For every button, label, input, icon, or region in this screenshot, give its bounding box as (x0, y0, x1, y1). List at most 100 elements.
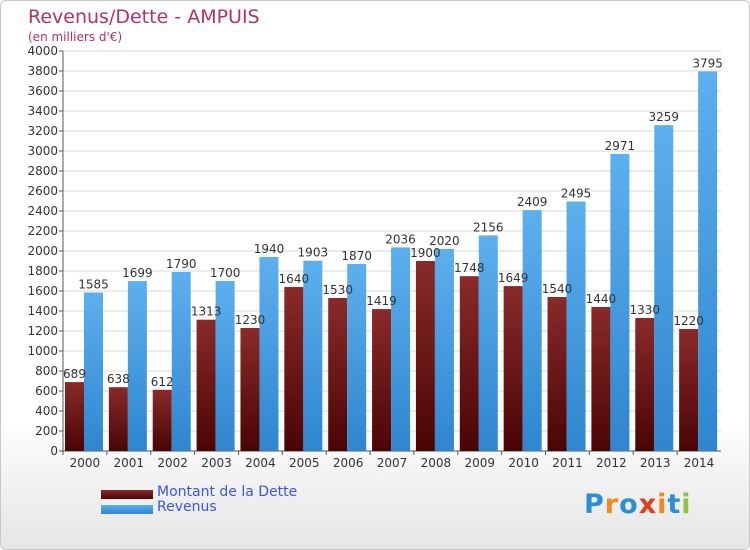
data-label-revenus: 2971 (605, 139, 636, 153)
data-labels: 689 1585 638 1699 612 1790 1313 1700 1230 1940 164… (63, 57, 723, 389)
bar-debt (415, 261, 435, 451)
logo-letter: P (584, 489, 605, 520)
y-tick-label: 2200 (27, 224, 58, 238)
x-tick-label: 2003 (201, 456, 232, 470)
data-label-debt: 1530 (322, 283, 353, 297)
y-tick-label: 3200 (27, 124, 58, 138)
data-label-revenus: 3259 (648, 110, 679, 124)
data-label-debt: 638 (107, 372, 130, 386)
bar-revenus (127, 281, 147, 451)
proxiti-logo: Proxiti (584, 489, 692, 520)
logo-letter: r (604, 489, 620, 520)
data-label-debt: 1649 (498, 271, 529, 285)
y-tick-label: 2800 (27, 164, 58, 178)
bar-revenus (478, 235, 498, 451)
y-tick-label: 800 (35, 364, 58, 378)
logo-letter: t (667, 489, 682, 520)
bar-debt (591, 307, 611, 451)
y-tick-label: 3000 (27, 144, 58, 158)
y-tick-label: 3800 (27, 64, 58, 78)
data-label-revenus: 1699 (122, 266, 153, 280)
bar-debt (152, 389, 172, 451)
data-label-revenus: 1903 (298, 246, 329, 260)
y-tick-label: 3400 (27, 104, 58, 118)
bar-revenus (434, 249, 454, 451)
axes: 0 200 400 600 800 1000 1200 1400 1600 1800 2000 220… (27, 44, 721, 470)
x-tick-label: 2012 (596, 456, 627, 470)
x-tick-label: 2004 (245, 456, 276, 470)
bar-revenus (391, 247, 411, 451)
data-label-debt: 689 (63, 367, 86, 381)
data-label-revenus: 1790 (166, 257, 197, 271)
y-tick-label: 1600 (27, 284, 58, 298)
bar-revenus (259, 257, 279, 451)
x-tick-label: 2014 (684, 456, 715, 470)
legend-swatch-revenus (101, 505, 153, 514)
data-label-debt: 1313 (191, 305, 222, 319)
x-tick-label: 2010 (508, 456, 539, 470)
bar-debt (65, 382, 84, 451)
bar-revenus (84, 292, 103, 451)
bar-revenus (566, 201, 586, 451)
bar-revenus (610, 153, 630, 451)
bar-debt (679, 329, 699, 451)
data-label-debt: 1640 (279, 272, 310, 286)
x-tick-label: 2008 (421, 456, 452, 470)
bar-revenus (303, 260, 323, 451)
y-tick-label: 1000 (27, 344, 58, 358)
y-tick-label: 2000 (27, 244, 58, 258)
data-label-debt: 1900 (410, 246, 441, 260)
bar-debt (547, 297, 567, 451)
data-label-revenus: 2409 (517, 195, 548, 209)
y-tick-label: 3600 (27, 84, 58, 98)
bar-revenus (347, 264, 367, 451)
y-tick-label: 4000 (27, 44, 58, 58)
y-tick-label: 1400 (27, 304, 58, 318)
data-label-revenus: 1585 (78, 278, 109, 292)
bar-debt (284, 287, 304, 451)
data-label-revenus: 2495 (561, 187, 592, 201)
data-label-revenus: 1940 (254, 242, 285, 256)
chart-subtitle: (en milliers d'€) (28, 30, 123, 44)
bar-revenus (522, 210, 542, 451)
x-tick-label: 2002 (157, 456, 188, 470)
bar-chart: 0 200 400 600 800 1000 1200 1400 1600 1800 2000 220… (27, 44, 723, 470)
data-label-debt: 1440 (586, 292, 617, 306)
x-tick-label: 2007 (377, 456, 408, 470)
data-label-revenus: 2020 (429, 234, 460, 248)
bar-revenus (215, 281, 235, 451)
legend-label-dette: Montant de la Dette (157, 484, 298, 500)
legend-swatch-dette (101, 490, 153, 499)
data-label-revenus: 1700 (210, 266, 241, 280)
x-tick-label: 2000 (70, 456, 101, 470)
data-label-debt: 1220 (673, 314, 704, 328)
x-tick-label: 2011 (552, 456, 583, 470)
bar-debt (328, 298, 348, 451)
data-label-revenus: 1870 (341, 249, 372, 263)
y-tick-label: 400 (35, 404, 58, 418)
data-label-debt: 1230 (235, 313, 266, 327)
bar-revenus (698, 71, 718, 451)
x-tick-label: 2005 (289, 456, 320, 470)
y-tick-label: 2400 (27, 204, 58, 218)
x-tick-label: 2001 (114, 456, 145, 470)
bar-revenus (654, 125, 674, 451)
bar-debt (196, 319, 216, 451)
data-label-debt: 1330 (629, 303, 660, 317)
bar-debt (459, 276, 479, 451)
y-tick-label: 1800 (27, 264, 58, 278)
data-label-debt: 1748 (454, 261, 485, 275)
chart-title: Revenus/Dette - AMPUIS (28, 6, 260, 28)
data-label-debt: 1540 (542, 282, 573, 296)
y-tick-label: 600 (35, 384, 58, 398)
logo-letter: o (619, 489, 639, 520)
data-label-debt: 612 (151, 375, 174, 389)
x-tick-label: 2013 (640, 456, 671, 470)
data-label-revenus: 3795 (692, 57, 723, 71)
bar-debt (635, 318, 655, 451)
y-tick-label: 0 (50, 444, 58, 458)
bar-revenus (171, 272, 191, 451)
data-label-debt: 1419 (366, 294, 397, 308)
x-tick-label: 2006 (333, 456, 364, 470)
